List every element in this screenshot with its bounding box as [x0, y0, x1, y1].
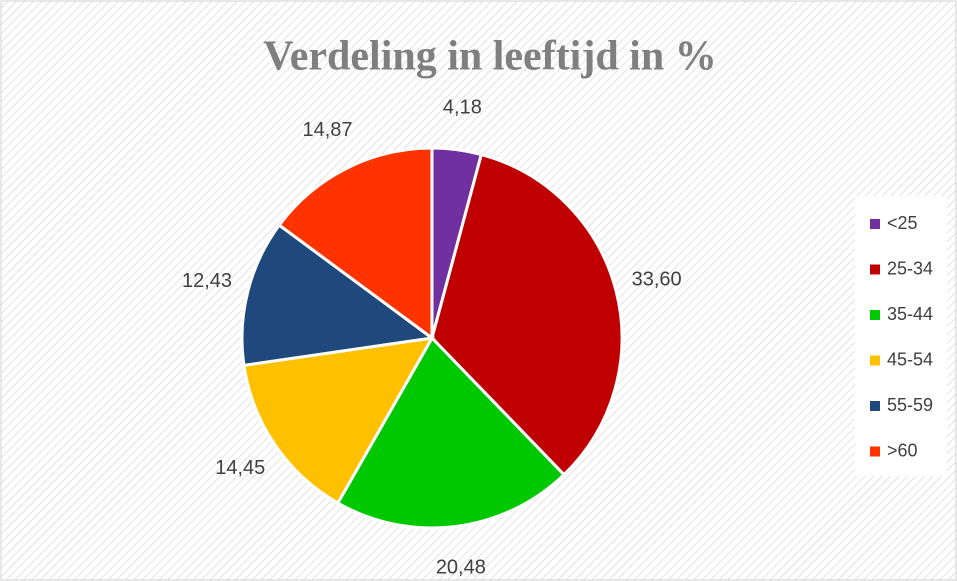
- data-label: 4,18: [443, 96, 482, 118]
- legend-marker: [870, 401, 880, 411]
- pie-slice: [242, 336, 435, 506]
- data-label: 33,60: [632, 268, 682, 290]
- legend-label: 45-54: [887, 349, 933, 369]
- legend-box: [855, 196, 947, 476]
- legend-marker: [870, 355, 880, 366]
- chart-title: Verdeling in leeftijd in %: [263, 34, 716, 80]
- legend-label: <25: [887, 213, 918, 233]
- legend-marker: [870, 264, 880, 275]
- legend-marker: [870, 219, 880, 229]
- legend-label: >60: [887, 440, 918, 460]
- legend-marker: [870, 310, 880, 320]
- data-label: 20,48: [436, 556, 486, 578]
- pie-slice: [430, 152, 624, 477]
- data-label: 12,43: [182, 270, 232, 292]
- legend-marker: [870, 446, 880, 457]
- pie-slice: [240, 222, 436, 368]
- pie-slice: [277, 146, 434, 341]
- legend-label: 25-34: [887, 258, 933, 278]
- pie-slice: [335, 335, 567, 530]
- data-label: 14,87: [302, 119, 352, 141]
- legend-label: 55-59: [887, 395, 933, 415]
- legend-label: 35-44: [887, 304, 933, 324]
- data-label: 14,45: [215, 457, 265, 479]
